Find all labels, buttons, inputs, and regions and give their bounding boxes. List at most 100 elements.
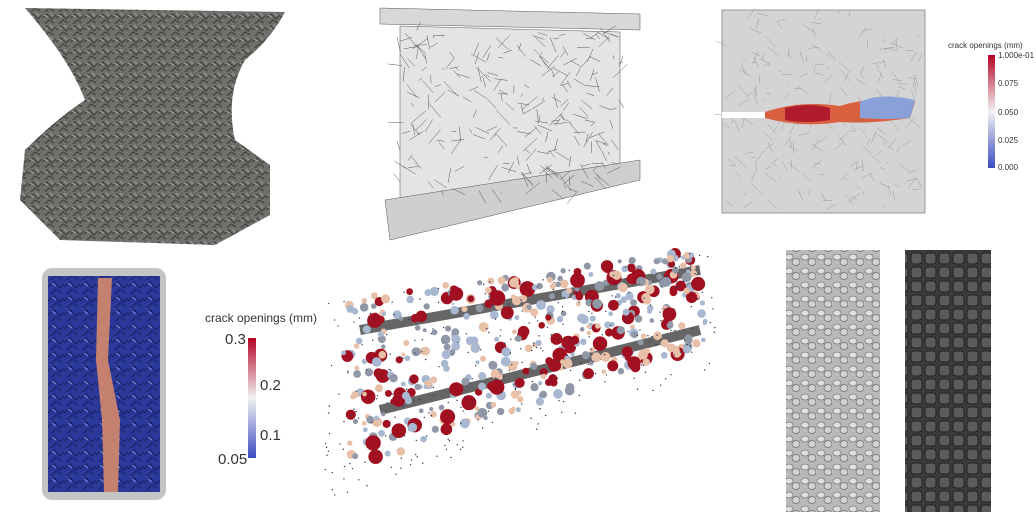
mesh-edge [434,179,447,189]
mesh-edge [406,84,418,98]
gravel-photo [786,250,880,512]
node [714,326,716,329]
particle [549,378,558,387]
mesh-edge [500,93,503,102]
particle [605,328,614,337]
mesh-edge [888,185,891,196]
particle [588,272,594,277]
node [507,303,510,305]
node [491,421,494,424]
mesh-edge [866,138,871,146]
node [510,338,512,341]
node [591,312,593,314]
mesh-edge [724,123,731,130]
node [415,439,418,442]
particle [438,404,445,411]
particle [352,453,359,460]
node [673,354,675,356]
node [411,378,413,380]
particle [514,377,525,388]
node [353,408,355,410]
mesh-edge [529,59,542,67]
node [673,264,675,266]
particle [634,315,643,323]
node [370,357,372,359]
node [328,432,331,435]
node [696,298,698,300]
particle [617,368,625,375]
mesh-edge [569,122,579,134]
node [521,403,523,405]
node [421,338,424,341]
particle [489,290,506,306]
mesh-edge [799,192,803,201]
particle [361,358,367,365]
particle [625,292,634,301]
particle [501,347,511,357]
mesh-edge [876,66,884,78]
particle [359,303,369,312]
mesh-edge [434,91,446,103]
node [663,308,665,310]
mesh-edge [484,156,489,159]
node [660,319,662,322]
particle [444,325,452,332]
particle-beam [324,247,716,496]
mesh-edge [498,89,508,95]
particle [560,268,566,274]
mesh-edge [753,56,759,67]
mesh-edge [799,51,805,64]
particle [346,304,355,313]
node [389,369,392,371]
node [442,326,445,329]
particle [576,301,581,307]
particle [381,412,386,417]
particle [604,321,611,329]
mesh-edge [463,96,472,103]
node [593,361,595,363]
node [535,346,538,349]
mesh-edge [764,35,777,48]
node [457,341,459,344]
mesh-edge [559,34,566,36]
mesh-edge [418,47,426,54]
node [494,377,497,379]
node [410,459,413,461]
node [328,405,331,407]
node [488,331,490,334]
node [462,440,464,442]
mesh-edge [839,137,846,146]
node [686,343,688,346]
particle [470,343,481,354]
node [678,266,681,268]
mesh-edge [580,164,589,179]
node [442,342,444,344]
mesh-edge [411,102,414,108]
node [563,366,565,369]
mesh-edge [835,142,844,150]
mesh-edge [568,156,572,167]
mesh-edge [862,28,873,32]
mesh-edge [794,87,802,90]
particle [589,347,595,353]
node [421,351,423,353]
mesh-edge [521,172,529,188]
node [557,360,560,362]
mesh-edge [918,53,923,63]
mesh-edge [451,130,457,132]
mesh-edge [862,145,871,154]
particle [422,328,427,333]
node [628,291,630,294]
mesh-edge [592,165,598,172]
mesh-edge [741,63,747,76]
particle [630,299,638,307]
node [558,399,560,402]
particle [672,266,679,274]
particle [512,329,517,335]
mesh-edge [559,71,571,87]
mesh-edge [750,51,761,56]
particle [355,337,363,345]
mesh-edge [410,110,427,124]
mesh-edge [474,51,480,65]
node [502,375,505,378]
